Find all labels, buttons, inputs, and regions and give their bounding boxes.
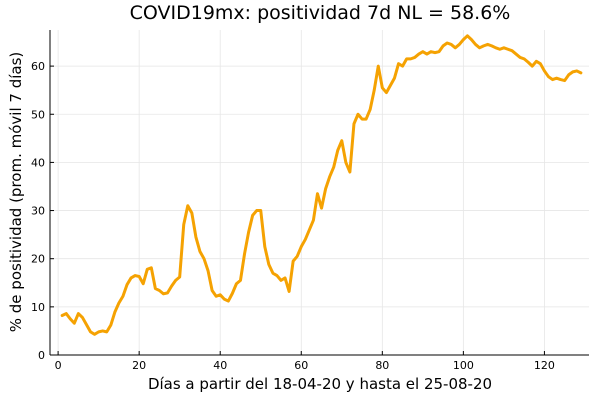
x-tick-label: 80	[375, 359, 389, 372]
y-tick-label: 50	[31, 108, 45, 121]
chart-title: COVID19mx: positividad 7d NL = 58.6%	[130, 2, 511, 24]
ticks: 0 20 40 60 80 100 120 0 10 20 30 40 50 60	[31, 60, 555, 372]
y-tick-label: 10	[31, 301, 45, 314]
y-tick-label: 60	[31, 60, 45, 73]
y-tick-label: 40	[31, 156, 45, 169]
series-group	[60, 34, 583, 336]
y-tick-label: 20	[31, 253, 45, 266]
x-tick-label: 100	[453, 359, 474, 372]
series-line	[60, 34, 583, 336]
y-axis-title: % de positividad (prom. móvil 7 días)	[7, 52, 25, 332]
x-tick-label: 120	[534, 359, 555, 372]
axes	[49, 30, 589, 356]
x-tick-label: 40	[213, 359, 227, 372]
y-tick-label: 30	[31, 205, 45, 218]
x-tick-label: 60	[294, 359, 308, 372]
x-axis-title: Días a partir del 18-04-20 y hasta el 25…	[148, 375, 492, 393]
x-tick-label: 20	[132, 359, 146, 372]
x-tick-label: 0	[55, 359, 62, 372]
y-tick-label: 0	[38, 349, 45, 362]
grid	[50, 30, 589, 356]
